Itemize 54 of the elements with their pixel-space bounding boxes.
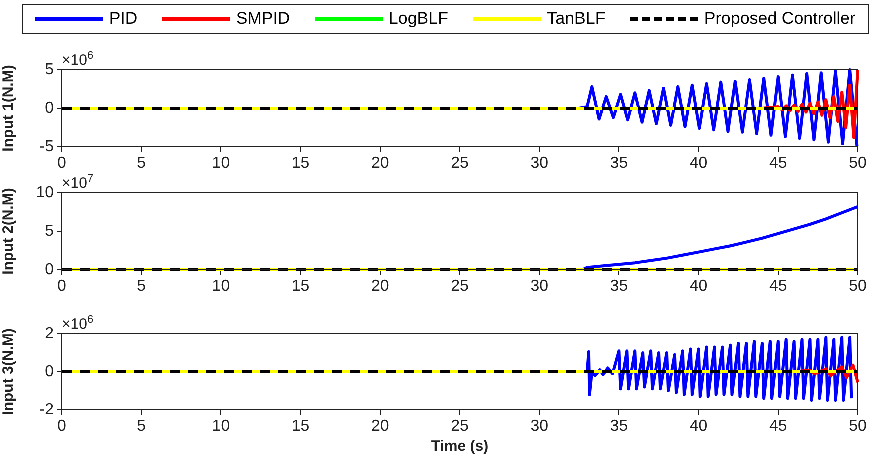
x-tick-label: 50 bbox=[849, 155, 867, 172]
y-tick-label: 5 bbox=[45, 61, 54, 78]
legend-label: SMPID bbox=[236, 9, 290, 29]
x-tick-label: 0 bbox=[58, 418, 67, 436]
x-tick-label: 40 bbox=[690, 418, 708, 436]
x-tick-label: 45 bbox=[770, 418, 788, 436]
text: ×10$^{6}$ bbox=[62, 314, 94, 333]
x-tick-label: 25 bbox=[451, 155, 469, 172]
x-tick-label: 10 bbox=[212, 278, 230, 296]
x-tick-label: 45 bbox=[770, 278, 788, 296]
x-tick-label: 20 bbox=[372, 155, 390, 172]
x-tick-label: 15 bbox=[292, 278, 310, 296]
x-tick-label: 20 bbox=[372, 418, 390, 436]
x-tick-label: 45 bbox=[770, 155, 788, 172]
x-tick-label: 5 bbox=[137, 418, 146, 436]
y-tick-label: 5 bbox=[45, 222, 54, 240]
x-tick-label: 50 bbox=[849, 278, 867, 296]
x-tick-label: 25 bbox=[451, 418, 469, 436]
x-tick-label: 25 bbox=[451, 278, 469, 296]
x-tick-label: 5 bbox=[137, 278, 146, 296]
y-tick-label: -5 bbox=[40, 138, 54, 156]
y-tick-label: 10 bbox=[36, 184, 54, 202]
x-tick-label: 10 bbox=[212, 155, 230, 172]
x-tick-label: 20 bbox=[372, 278, 390, 296]
x-tick-label: 15 bbox=[292, 418, 310, 436]
x-tick-label: 35 bbox=[610, 278, 628, 296]
y-axis-title: Input 3(N.M) bbox=[0, 328, 18, 416]
x-tick-label: 35 bbox=[610, 155, 628, 172]
x-tick-label: 5 bbox=[137, 155, 146, 172]
x-tick-label: 0 bbox=[58, 278, 67, 296]
legend-label: Proposed Controller bbox=[704, 9, 856, 29]
x-tick-label: 0 bbox=[58, 155, 67, 172]
x-tick-label: 30 bbox=[530, 278, 549, 296]
x-axis-title: Time (s) bbox=[431, 438, 489, 456]
x-tick-label: 40 bbox=[690, 278, 708, 296]
y-tick-label: 2 bbox=[45, 325, 54, 342]
y-axis-title: Input 1(N.M) bbox=[0, 65, 18, 152]
x-tick-label: 40 bbox=[690, 155, 708, 172]
y-tick-label: 0 bbox=[45, 100, 54, 117]
x-tick-label: 30 bbox=[530, 418, 549, 436]
x-tick-label: 10 bbox=[212, 418, 230, 436]
x-tick-label: 50 bbox=[849, 418, 867, 436]
legend-label: PID bbox=[109, 9, 138, 29]
legend-label: LogBLF bbox=[388, 9, 448, 29]
y-tick-label: 0 bbox=[45, 363, 54, 380]
x-tick-label: 30 bbox=[530, 155, 549, 172]
y-tick-label: 0 bbox=[45, 261, 54, 278]
x-tick-label: 15 bbox=[292, 155, 310, 172]
text: ×10$^{6}$ bbox=[62, 50, 94, 69]
y-tick-label: -2 bbox=[40, 401, 54, 418]
text: ×10$^{7}$ bbox=[62, 173, 94, 192]
legend-label: TanBLF bbox=[547, 9, 606, 29]
x-tick-label: 35 bbox=[610, 418, 628, 436]
y-axis-title: Input 2(N.M) bbox=[0, 188, 18, 275]
